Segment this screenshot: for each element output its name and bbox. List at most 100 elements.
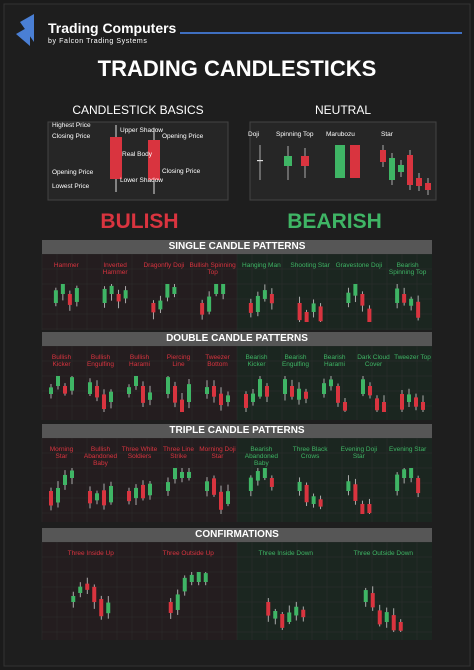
candle-body <box>102 288 107 303</box>
basics-label: Real Body <box>122 151 152 158</box>
candle-body <box>148 392 152 400</box>
pattern-label: Bearish Abandoned Baby <box>244 446 278 467</box>
neutral-title: NEUTRAL <box>314 103 371 117</box>
basics-label: Closing Price <box>52 133 91 140</box>
bullish-title: BULISH <box>100 210 179 233</box>
basics-label: Opening Price <box>162 133 204 140</box>
candle-body <box>226 395 230 402</box>
candle-body <box>400 394 404 410</box>
candle-body <box>141 386 145 403</box>
candle-body <box>297 303 302 321</box>
section-bg <box>42 424 237 522</box>
candle-body <box>402 469 407 478</box>
candle-body <box>398 622 403 631</box>
pattern-label: Bullish Spinning Top <box>189 262 236 276</box>
candle-body <box>361 379 365 394</box>
candle-body <box>74 288 79 302</box>
candle-body <box>421 402 425 410</box>
pattern-label: Three Inside Down <box>258 550 314 557</box>
pattern-label: Three Line Strike <box>162 446 195 460</box>
pattern-label: Bearish Harami <box>323 354 346 368</box>
candle-body <box>70 377 74 391</box>
candle-body <box>290 386 294 397</box>
candle-body <box>127 387 131 394</box>
pattern-label: Three Outside Down <box>353 550 414 557</box>
candle-body <box>363 590 368 602</box>
candle-body <box>255 295 260 312</box>
candle-body <box>212 386 216 397</box>
candle-body <box>367 504 372 514</box>
pattern-label: Tweezer Top <box>394 354 431 361</box>
section-title: CONFIRMATIONS <box>195 529 279 540</box>
candle-body <box>196 572 201 582</box>
pattern-label: Bearish Spinning Top <box>388 262 427 276</box>
candle-body <box>205 387 209 394</box>
candle-body <box>102 394 106 410</box>
pattern-label: Three White Soldiers <box>121 446 158 460</box>
candle-body <box>395 474 400 491</box>
candle-body <box>151 303 156 313</box>
pattern-label: Evening Star <box>389 446 427 453</box>
pattern-label: Evening Doji Star <box>340 446 378 460</box>
candle-body <box>99 599 104 617</box>
candle-body <box>255 471 260 481</box>
candle-body <box>88 491 92 504</box>
candle-body <box>116 294 121 302</box>
candle-body <box>182 577 187 592</box>
section-title: SINGLE CANDLE PATTERNS <box>168 241 306 252</box>
candle-body <box>350 145 360 178</box>
candle-body <box>106 602 111 614</box>
candle-body <box>304 484 309 503</box>
candle-body <box>380 150 386 162</box>
pattern-label: Dragonfly Doji <box>143 262 185 269</box>
basics-label: Lower Shadow <box>120 177 163 184</box>
candle-body <box>262 290 267 299</box>
candle-body <box>244 394 248 408</box>
candle-body <box>166 482 170 491</box>
candle-body <box>109 285 114 294</box>
neutral-label: Marubozu <box>326 131 355 138</box>
candle-body <box>95 493 99 501</box>
candle-body <box>56 487 60 503</box>
candle-body <box>200 303 205 315</box>
neutral-label: Spinning Top <box>276 131 314 138</box>
bearish-title: BEARISH <box>287 210 382 233</box>
candle-body <box>205 481 209 491</box>
candle-body <box>322 383 326 394</box>
section-header <box>42 424 432 438</box>
candle-body <box>123 290 128 299</box>
candle-body <box>407 394 411 402</box>
candle-body <box>95 386 99 398</box>
candle-body <box>377 610 382 625</box>
candle-body <box>134 487 138 499</box>
section-header <box>42 240 432 254</box>
candle-body <box>273 610 278 619</box>
candle-body <box>173 468 177 480</box>
candle-body <box>346 481 351 491</box>
candle-body <box>257 160 263 162</box>
pattern-label: Shooting Star <box>290 262 330 269</box>
candle-body <box>258 379 262 397</box>
candle-body <box>134 376 138 386</box>
neutral-label: Doji <box>248 131 260 138</box>
candle-body <box>49 491 53 506</box>
candle-body <box>367 308 372 322</box>
section-header <box>42 332 432 346</box>
basics-label: Opening Price <box>52 169 94 176</box>
section-title: DOUBLE CANDLE PATTERNS <box>166 333 308 344</box>
candle-body <box>304 391 308 399</box>
candle-body <box>127 491 131 502</box>
pattern-label: Morning Star <box>49 446 74 460</box>
logo <box>16 14 34 46</box>
pattern-label: Inverted Hammer <box>102 262 128 276</box>
basics-title: CANDLESTICK BASICS <box>72 103 204 117</box>
candle-body <box>148 140 160 180</box>
candle-body <box>360 503 365 514</box>
candle-body <box>78 586 83 593</box>
candle-body <box>187 384 191 402</box>
candle-body <box>360 294 365 306</box>
candle-body <box>301 156 309 166</box>
candle-body <box>425 183 431 190</box>
